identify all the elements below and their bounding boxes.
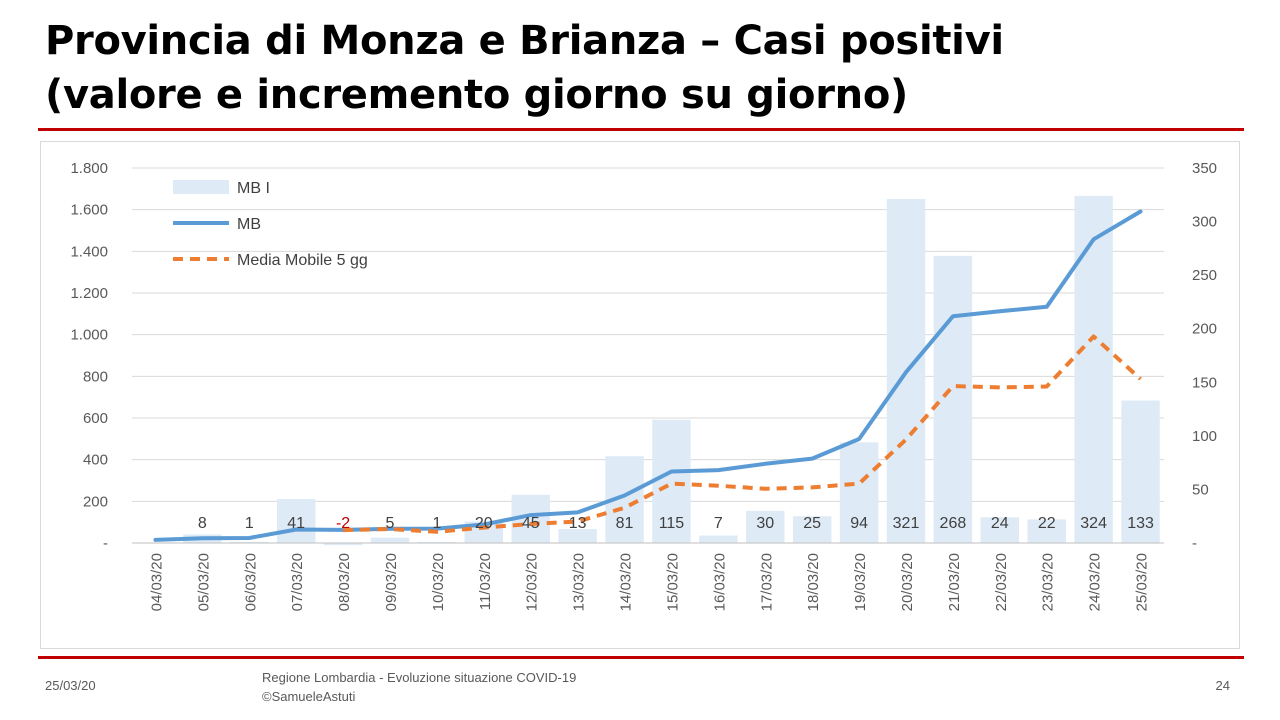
- bar-data-label: 324: [1080, 515, 1107, 532]
- y-left-tick-label: 400: [83, 452, 108, 469]
- page-number: 24: [1215, 678, 1230, 693]
- bar: [1027, 519, 1066, 543]
- x-tick-label: 08/03/20: [336, 553, 353, 611]
- bar-data-label: 20: [475, 515, 493, 532]
- y-right-tick-label: 350: [1192, 160, 1217, 177]
- y-right-tick-label: 50: [1192, 481, 1209, 498]
- x-tick-label: 21/03/20: [946, 553, 963, 611]
- bar-data-label: 24: [991, 515, 1009, 532]
- y-left-tick-label: 1.600: [70, 202, 108, 219]
- slide-title-line-1: Provincia di Monza e Brianza – Casi posi…: [45, 18, 1004, 64]
- y-right-tick-label: 300: [1192, 214, 1217, 231]
- y-left-tick-label: 800: [83, 368, 108, 385]
- x-tick-label: 06/03/20: [242, 553, 259, 611]
- bar-data-label: 30: [756, 515, 774, 532]
- bar: [417, 541, 457, 543]
- mb-line: [153, 209, 1143, 542]
- bar-data-label: 321: [893, 515, 920, 532]
- bar: [1121, 400, 1160, 543]
- y-right-tick-label: -: [1192, 535, 1197, 552]
- bar-data-label: 7: [714, 515, 723, 532]
- bar: [323, 543, 363, 546]
- bar-data-label: 133: [1127, 515, 1154, 532]
- y-left-tick-label: 1.000: [70, 327, 108, 344]
- bar-data-label: 13: [569, 515, 587, 532]
- x-tick-label: 20/03/20: [899, 553, 916, 611]
- x-tick-label: 22/03/20: [993, 553, 1010, 611]
- y-left-tick-label: 200: [83, 493, 108, 510]
- x-tick-label: 09/03/20: [383, 553, 400, 611]
- x-tick-label: 18/03/20: [805, 553, 822, 611]
- bar-data-label: 25: [803, 515, 821, 532]
- bar-data-label: 45: [522, 515, 540, 532]
- x-tick-label: 10/03/20: [430, 553, 447, 611]
- x-tick-label: 24/03/20: [1087, 553, 1104, 611]
- bar-data-label: 1: [432, 515, 441, 532]
- chart-frame: - 200 400 600 800 1.000 1.200 1.400 1.600 1.800 - 5…: [40, 141, 1240, 649]
- title-divider: [38, 128, 1244, 131]
- bar: [839, 442, 879, 543]
- x-tick-label: 07/03/20: [289, 553, 306, 611]
- x-tick-label: 11/03/20: [477, 553, 494, 610]
- x-tick-label: 15/03/20: [664, 553, 681, 611]
- footer-source: Regione Lombardia - Evoluzione situazion…: [262, 668, 576, 706]
- x-tick-label: 05/03/20: [195, 553, 212, 611]
- legend-label: Media Mobile 5 gg: [237, 252, 368, 269]
- cases-chart: - 200 400 600 800 1.000 1.200 1.400 1.600 1.800 - 5…: [70, 160, 1217, 611]
- bar: [1074, 195, 1113, 543]
- x-tick-label: 16/03/20: [711, 553, 728, 611]
- footer-date: 25/03/20: [45, 678, 96, 693]
- bar: [652, 419, 691, 543]
- bar: [370, 537, 410, 543]
- legend-label: MB: [237, 216, 261, 233]
- y-left-tick-label: -: [103, 535, 108, 552]
- bar: [746, 510, 785, 543]
- slide-title-line-2: (valore e incremento giorno su giorno): [45, 72, 908, 118]
- y-right-tick-label: 200: [1192, 321, 1217, 338]
- moving-average-line: [343, 334, 1142, 534]
- bar: [699, 535, 738, 543]
- y-left-tick-label: 1.200: [70, 285, 108, 302]
- bar-data-label: 268: [940, 515, 967, 532]
- bar: [792, 516, 832, 543]
- x-tick-label: 25/03/20: [1134, 553, 1151, 611]
- bar-data-label: 115: [659, 515, 685, 532]
- x-tick-label: 12/03/20: [524, 553, 541, 611]
- bar: [558, 529, 597, 543]
- x-tick-label: 23/03/20: [1040, 553, 1057, 611]
- footer-source-line-2: ©SamueleAstuti: [262, 689, 356, 704]
- y-left-tick-label: 1.400: [70, 243, 108, 260]
- slide-title: Provincia di Monza e Brianza – Casi posi…: [45, 14, 1004, 122]
- footer-source-line-1: Regione Lombardia - Evoluzione situazion…: [262, 670, 577, 685]
- footer-divider: [38, 656, 1244, 659]
- bar-data-label: -2: [336, 515, 350, 532]
- x-tick-label: 04/03/20: [148, 553, 165, 611]
- bar-data-label: 41: [287, 515, 305, 532]
- y-left-tick-label: 600: [83, 410, 108, 427]
- bar-data-label: 94: [850, 515, 868, 532]
- bar: [230, 541, 269, 543]
- x-tick-label: 19/03/20: [852, 553, 869, 611]
- legend-swatch-bar: [173, 180, 229, 194]
- y-left-tick-label: 1.800: [70, 160, 108, 177]
- bar-data-label: 5: [386, 515, 395, 532]
- bar: [276, 499, 316, 543]
- x-tick-label: 13/03/20: [571, 553, 588, 611]
- y-right-tick-label: 250: [1192, 267, 1217, 284]
- x-tick-label: 14/03/20: [618, 553, 635, 611]
- x-tick-label: 17/03/20: [758, 553, 775, 611]
- bar-data-label: 81: [616, 515, 634, 532]
- y-right-tick-label: 100: [1192, 428, 1217, 445]
- bar: [933, 255, 973, 543]
- bar: [980, 517, 1020, 543]
- legend: MB I MB Media Mobile 5 gg: [173, 180, 368, 269]
- bar-data-label: 1: [245, 515, 254, 532]
- y-right-tick-label: 150: [1192, 374, 1217, 391]
- bar-data-label: 22: [1038, 515, 1056, 532]
- legend-label: MB I: [237, 180, 270, 197]
- bar-data-label: 8: [198, 515, 207, 532]
